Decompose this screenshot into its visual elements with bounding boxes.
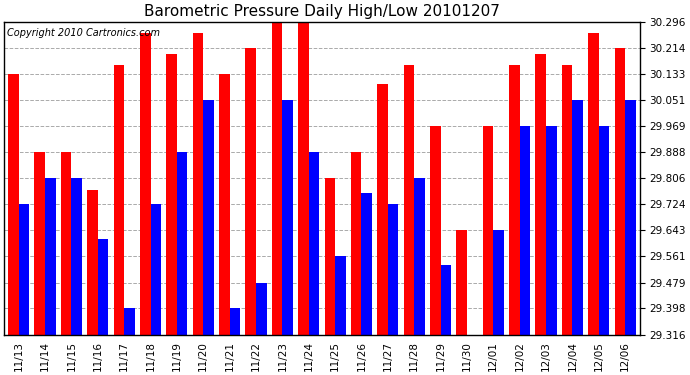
Bar — [493, 230, 504, 334]
Bar — [256, 282, 266, 334]
Bar — [272, 22, 282, 334]
Bar — [430, 126, 440, 335]
Bar — [98, 239, 108, 334]
Bar — [414, 178, 425, 334]
Text: Copyright 2010 Cartronics.com: Copyright 2010 Cartronics.com — [8, 28, 160, 38]
Bar — [193, 33, 204, 334]
Bar — [150, 204, 161, 334]
Bar — [45, 178, 56, 334]
Bar — [177, 152, 188, 334]
Bar — [308, 152, 319, 334]
Title: Barometric Pressure Daily High/Low 20101207: Barometric Pressure Daily High/Low 20101… — [144, 4, 500, 19]
Bar — [166, 54, 177, 334]
Bar — [140, 33, 150, 334]
Bar — [114, 65, 124, 334]
Bar — [219, 74, 230, 334]
Bar — [509, 65, 520, 334]
Bar — [324, 178, 335, 334]
Bar — [546, 126, 557, 335]
Bar — [377, 84, 388, 334]
Bar — [599, 126, 609, 335]
Bar — [34, 152, 45, 334]
Bar — [124, 308, 135, 334]
Bar — [388, 204, 398, 334]
Bar — [404, 65, 414, 334]
Bar — [362, 192, 372, 334]
Bar — [440, 265, 451, 334]
Bar — [351, 152, 362, 334]
Bar — [8, 74, 19, 334]
Bar — [230, 308, 240, 334]
Bar — [298, 22, 308, 334]
Bar — [535, 54, 546, 334]
Bar — [456, 230, 467, 334]
Bar — [71, 178, 82, 334]
Bar — [625, 100, 635, 334]
Bar — [615, 48, 625, 334]
Bar — [483, 126, 493, 335]
Bar — [61, 152, 71, 334]
Bar — [246, 48, 256, 334]
Bar — [562, 65, 573, 334]
Bar — [19, 204, 29, 334]
Bar — [520, 126, 530, 335]
Bar — [282, 100, 293, 334]
Bar — [588, 33, 599, 334]
Bar — [87, 190, 98, 334]
Bar — [204, 100, 214, 334]
Bar — [573, 100, 583, 334]
Bar — [335, 256, 346, 334]
